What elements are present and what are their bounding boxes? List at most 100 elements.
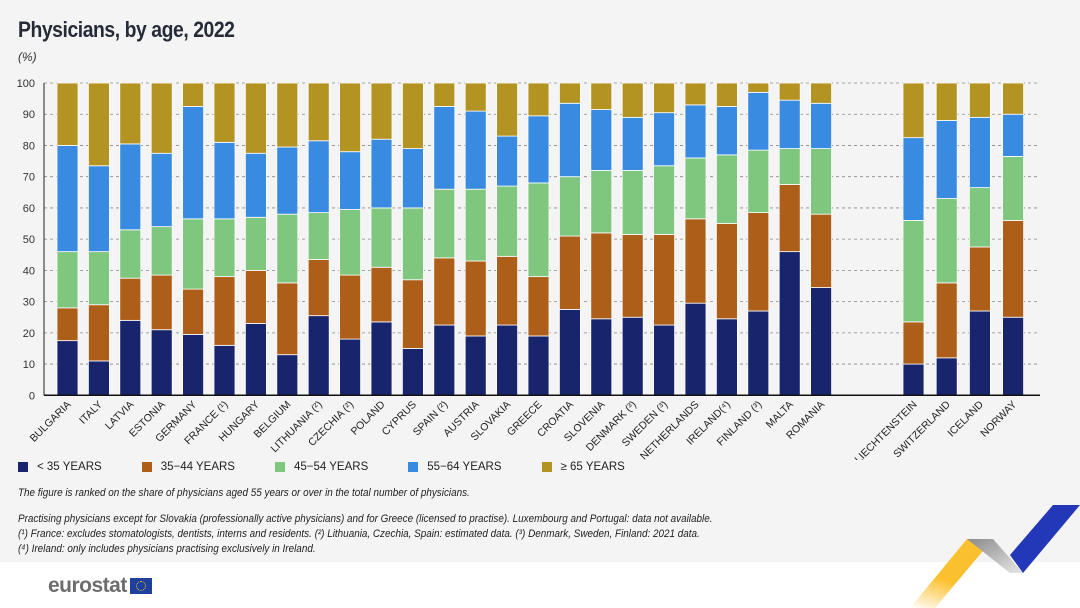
bar-segment bbox=[935, 120, 958, 199]
bar-segment bbox=[935, 357, 958, 396]
bar-segment bbox=[684, 218, 707, 304]
bar-segment bbox=[935, 82, 958, 121]
legend-swatch bbox=[274, 462, 285, 472]
bar-segment bbox=[747, 212, 770, 312]
bar-segment bbox=[56, 307, 79, 342]
bar-segment bbox=[590, 109, 613, 171]
y-tick-label: 0 bbox=[29, 390, 35, 402]
bar-segment bbox=[182, 82, 205, 107]
y-tick-label: 30 bbox=[23, 297, 35, 309]
bar-segment bbox=[401, 82, 424, 149]
bar-segment bbox=[527, 115, 550, 184]
bar-segment bbox=[339, 274, 362, 340]
bar-segment bbox=[464, 110, 487, 190]
bar-segment bbox=[213, 141, 236, 220]
bar-segment bbox=[150, 329, 173, 396]
legend: < 35 YEARS 35−44 YEARS 45−54 YEARS 55−64 YE… bbox=[18, 461, 665, 473]
bar-segment bbox=[778, 99, 801, 149]
bar-segment bbox=[339, 338, 362, 396]
legend-item: 45−54 YEARS bbox=[274, 461, 369, 473]
bar-segment bbox=[433, 106, 456, 190]
bar-segment bbox=[496, 185, 519, 257]
bar-segment bbox=[88, 304, 110, 362]
y-tick-label: 80 bbox=[23, 140, 35, 152]
bar-segment bbox=[370, 266, 393, 323]
bar-segment bbox=[684, 82, 707, 106]
x-tick-label: NORWAY bbox=[978, 399, 1019, 440]
y-tick-label: 50 bbox=[23, 234, 35, 246]
legend-label: 35−44 YEARS bbox=[160, 461, 235, 473]
note-line-1: Practising physicians except for Slovaki… bbox=[18, 513, 713, 525]
y-tick-label: 70 bbox=[23, 172, 35, 184]
bar-segment bbox=[276, 282, 299, 356]
bar-segment bbox=[902, 363, 925, 396]
x-tick-label: SWITZERLAND bbox=[891, 398, 953, 460]
y-tick-label: 10 bbox=[23, 359, 35, 371]
note-line-2: (¹) France: excludes stomatologists, den… bbox=[18, 528, 700, 540]
bar-segment bbox=[213, 344, 236, 396]
bar-segment bbox=[213, 276, 236, 346]
bar-segment bbox=[182, 334, 205, 396]
bar-segment bbox=[370, 207, 393, 268]
legend-item: < 35 YEARS bbox=[18, 461, 102, 473]
bar-segment bbox=[559, 82, 581, 104]
bar-segment bbox=[559, 102, 581, 178]
bar-segment bbox=[464, 335, 487, 396]
bar-segment bbox=[401, 348, 424, 396]
bar-segment bbox=[370, 82, 393, 140]
logo-text: eurostat bbox=[48, 574, 127, 597]
bar-segment bbox=[810, 102, 832, 149]
bar-segment bbox=[464, 82, 487, 112]
bar-segment bbox=[590, 318, 613, 396]
bar-segment bbox=[276, 354, 299, 396]
bar-segment bbox=[496, 82, 519, 137]
bar-segment bbox=[433, 324, 456, 396]
bar-segment bbox=[56, 145, 79, 253]
bar-segment bbox=[213, 82, 236, 143]
x-tick-label: LIECHTENSTEIN bbox=[853, 399, 920, 460]
bar-segment bbox=[244, 152, 267, 218]
bar-segment bbox=[150, 274, 173, 331]
bar-segment bbox=[778, 82, 801, 101]
y-tick-label: 100 bbox=[17, 78, 35, 90]
bar-segment bbox=[747, 149, 770, 214]
bar-segment bbox=[653, 234, 675, 326]
bar-segment bbox=[716, 82, 738, 107]
bar-segment bbox=[401, 207, 424, 281]
bar-segment bbox=[653, 165, 675, 235]
bar-segment bbox=[339, 82, 362, 153]
bar-segment bbox=[307, 82, 330, 142]
bar-segment bbox=[339, 151, 362, 210]
bar-segment bbox=[935, 198, 958, 284]
chart-title: Physicians, by age, 2022 bbox=[18, 17, 235, 42]
bar-segment bbox=[276, 146, 299, 215]
bar-segment bbox=[621, 316, 644, 396]
chart-unit: (%) bbox=[18, 50, 37, 64]
legend-item: ≥ 65 YEARS bbox=[541, 461, 625, 473]
bar-segment bbox=[213, 218, 236, 278]
bar-segment bbox=[370, 321, 393, 396]
legend-label: 45−54 YEARS bbox=[293, 461, 369, 473]
bar-segment bbox=[244, 216, 267, 271]
bar-segment bbox=[88, 165, 110, 253]
bar-segment bbox=[150, 226, 173, 276]
bar-segment bbox=[684, 302, 707, 396]
bar-segment bbox=[559, 235, 581, 310]
bar-segment bbox=[747, 91, 770, 151]
bar-segment bbox=[1002, 155, 1024, 221]
bar-segment bbox=[88, 360, 110, 396]
bar-segment bbox=[496, 255, 519, 326]
note-line-3: (⁴) Ireland: only includes physicians pr… bbox=[18, 543, 316, 555]
bar-segment bbox=[527, 335, 550, 396]
legend-swatch bbox=[141, 462, 152, 472]
bar-segment bbox=[778, 148, 801, 185]
y-tick-label: 90 bbox=[23, 109, 35, 121]
bar-segment bbox=[496, 135, 519, 187]
bar-segment bbox=[716, 223, 738, 320]
bar-segment bbox=[527, 276, 550, 337]
legend-item: 55−64 YEARS bbox=[408, 461, 502, 473]
bar-segment bbox=[276, 213, 299, 284]
bar-segment bbox=[56, 340, 79, 396]
bar-segment bbox=[464, 188, 487, 262]
y-tick-label: 20 bbox=[23, 328, 35, 340]
